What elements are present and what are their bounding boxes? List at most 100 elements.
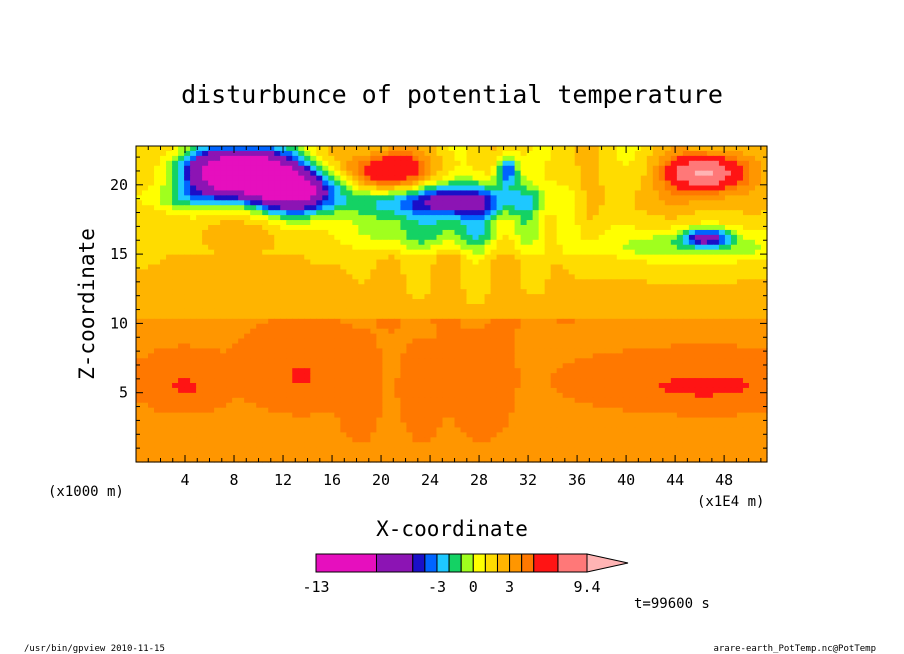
field-cell bbox=[460, 165, 468, 172]
field-cell bbox=[352, 210, 359, 216]
field-cell bbox=[598, 249, 606, 256]
field-cell bbox=[604, 190, 612, 196]
field-cell bbox=[256, 195, 263, 201]
field-cell bbox=[316, 308, 323, 315]
field-cell bbox=[340, 195, 347, 201]
field-cell bbox=[670, 229, 678, 236]
field-cell bbox=[322, 353, 329, 359]
field-cell bbox=[616, 363, 624, 369]
field-cell bbox=[196, 170, 203, 177]
field-cell bbox=[568, 225, 576, 231]
field-cell bbox=[286, 343, 293, 350]
field-cell bbox=[370, 323, 377, 330]
field-cell bbox=[268, 269, 275, 275]
field-cell bbox=[280, 225, 287, 231]
field-cell bbox=[196, 205, 203, 211]
field-cell bbox=[154, 146, 161, 152]
field-cell bbox=[226, 259, 233, 266]
field-cell bbox=[658, 279, 666, 285]
field-cell bbox=[502, 205, 510, 211]
field-cell bbox=[448, 284, 456, 290]
field-cell bbox=[466, 229, 474, 236]
field-cell bbox=[688, 200, 696, 206]
field-cell bbox=[430, 318, 438, 325]
field-cell bbox=[568, 318, 576, 325]
field-cell bbox=[520, 289, 528, 295]
field-cell bbox=[604, 289, 612, 295]
field-cell bbox=[514, 284, 522, 290]
field-cell bbox=[628, 254, 636, 261]
field-cell bbox=[340, 175, 347, 182]
field-cell bbox=[502, 215, 510, 221]
field-cell bbox=[688, 220, 696, 226]
field-cell bbox=[646, 225, 654, 231]
field-cell bbox=[718, 308, 726, 315]
field-cell bbox=[262, 244, 269, 251]
field-cell bbox=[244, 215, 251, 221]
field-cell bbox=[628, 323, 636, 330]
field-cell bbox=[142, 343, 149, 350]
field-cell bbox=[442, 358, 450, 364]
field-cell bbox=[652, 215, 660, 221]
field-cell bbox=[286, 318, 293, 325]
field-cell bbox=[760, 146, 768, 152]
field-cell bbox=[556, 225, 564, 231]
field-cell bbox=[442, 249, 450, 256]
field-cell bbox=[586, 313, 594, 320]
field-cell bbox=[274, 220, 281, 226]
field-cell bbox=[574, 323, 582, 330]
field-cell bbox=[184, 294, 191, 300]
field-cell bbox=[496, 343, 504, 350]
field-cell bbox=[472, 155, 480, 162]
field-cell bbox=[322, 333, 329, 340]
field-cell bbox=[160, 239, 167, 246]
field-cell bbox=[664, 254, 672, 261]
field-cell bbox=[346, 274, 353, 280]
field-cell bbox=[706, 146, 714, 152]
field-cell bbox=[160, 358, 167, 364]
field-cell bbox=[448, 254, 456, 261]
field-cell bbox=[406, 304, 414, 310]
field-cell bbox=[736, 210, 744, 216]
field-cell bbox=[616, 160, 624, 167]
field-cell bbox=[262, 146, 269, 152]
field-cell bbox=[358, 155, 365, 162]
field-cell bbox=[208, 284, 215, 290]
field-cell bbox=[610, 225, 618, 231]
field-cell bbox=[400, 323, 408, 330]
field-cell bbox=[682, 190, 690, 196]
field-cell bbox=[280, 328, 287, 335]
field-cell bbox=[418, 269, 426, 275]
field-cell bbox=[526, 150, 534, 157]
field-cell bbox=[358, 304, 365, 310]
field-cell bbox=[694, 254, 702, 261]
field-cell bbox=[676, 150, 684, 157]
field-cell bbox=[400, 259, 408, 266]
field-cell bbox=[394, 215, 402, 221]
field-cell bbox=[520, 185, 528, 192]
field-cell bbox=[286, 185, 293, 192]
field-cell bbox=[652, 284, 660, 290]
field-cell bbox=[370, 254, 377, 261]
field-cell bbox=[496, 308, 504, 315]
field-cell bbox=[412, 368, 420, 374]
field-cell bbox=[700, 304, 708, 310]
field-cell bbox=[676, 299, 684, 305]
field-cell bbox=[244, 378, 251, 384]
field-cell bbox=[670, 274, 678, 280]
field-cell bbox=[658, 373, 666, 379]
field-cell bbox=[694, 205, 702, 211]
field-cell bbox=[568, 165, 576, 172]
field-cell bbox=[472, 308, 480, 315]
field-cell bbox=[226, 353, 233, 359]
field-cell bbox=[310, 299, 317, 305]
field-cell bbox=[208, 299, 215, 305]
field-cell bbox=[154, 185, 161, 192]
field-cell bbox=[472, 200, 480, 206]
field-cell bbox=[412, 348, 420, 354]
field-cell bbox=[190, 299, 197, 305]
field-cell bbox=[472, 304, 480, 310]
field-cell bbox=[274, 373, 281, 379]
field-cell bbox=[436, 353, 444, 359]
field-cell bbox=[466, 323, 474, 330]
